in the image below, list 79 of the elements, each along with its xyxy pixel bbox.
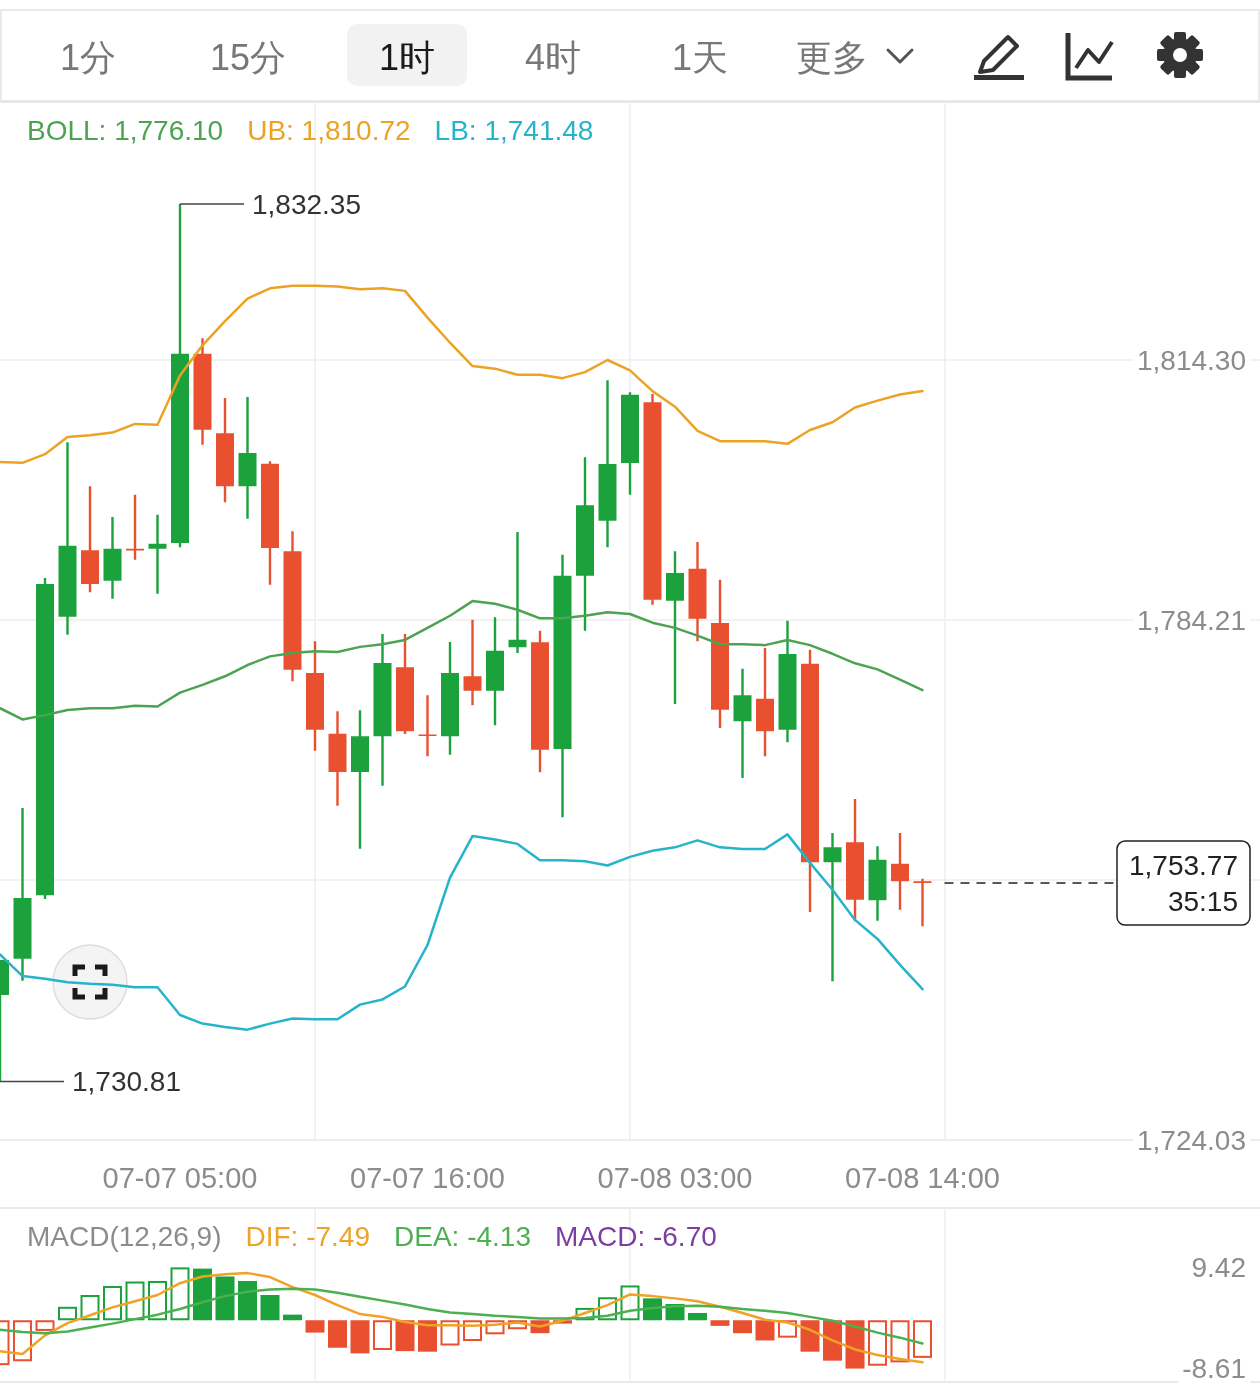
tab-label: 更多 [796, 36, 868, 78]
candlestick [778, 620, 797, 743]
bar [103, 1286, 122, 1321]
bar [485, 1320, 505, 1335]
bar [80, 1295, 100, 1321]
bar [868, 1320, 887, 1366]
bar [148, 1280, 167, 1321]
candlestick [508, 532, 527, 654]
annotation: 1,832.35 [252, 188, 361, 220]
bar [913, 1320, 932, 1358]
text: DEA: -4.13 [394, 1220, 531, 1252]
bar [755, 1320, 775, 1341]
line-series [0, 599, 924, 721]
bar [890, 1320, 910, 1363]
annotation: 1,730.81 [72, 1065, 181, 1097]
text: MACD: -6.70 [554, 1220, 717, 1252]
bar [688, 1312, 707, 1321]
line-series [0, 1287, 924, 1345]
y-tick-label: 9.42 [1191, 1251, 1246, 1283]
bar [238, 1280, 257, 1321]
bar [395, 1320, 415, 1352]
bar [260, 1295, 280, 1321]
bar [58, 1306, 77, 1321]
bar [508, 1320, 527, 1330]
x-tick-label: 07-08 14:00 [845, 1162, 1000, 1194]
bar [35, 1320, 55, 1331]
bar [350, 1320, 370, 1354]
bar [215, 1276, 235, 1321]
tab-label: 1分 [60, 36, 116, 78]
bar [328, 1320, 347, 1348]
bar [733, 1320, 752, 1334]
tab-label: 15分 [210, 36, 286, 78]
bar [125, 1281, 145, 1321]
candlestick [373, 634, 392, 786]
candlestick [328, 711, 347, 806]
candlestick [148, 514, 167, 594]
bar [463, 1320, 482, 1342]
line-series [0, 284, 924, 465]
legend: BOLL: 1,776.10 UB: 1,810.72 LB: 1,741.48 [27, 114, 594, 146]
bar [373, 1320, 392, 1351]
text: MACD(12,26,9) [27, 1220, 222, 1252]
y-tick-label: 1,724.03 [1137, 1124, 1246, 1156]
candlestick [868, 846, 887, 921]
candlestick [733, 668, 752, 779]
candlestick [913, 878, 932, 927]
tab-label: 4时 [525, 36, 581, 78]
bar [13, 1320, 32, 1362]
candlestick [418, 695, 437, 757]
candlestick [688, 541, 707, 642]
ref-line-label: 1,753.77 35:15 [1129, 849, 1238, 917]
bar [778, 1320, 797, 1338]
candlestick [463, 619, 482, 706]
bar [170, 1267, 190, 1321]
y-tick-label: 1,784.21 [1137, 604, 1246, 636]
tab-label: 1天 [672, 36, 728, 78]
x-tick-label: 07-08 03:00 [597, 1162, 753, 1194]
bar [418, 1320, 437, 1352]
bar [710, 1320, 730, 1326]
candlestick [823, 833, 842, 982]
candlestick [103, 517, 122, 599]
bar [800, 1320, 820, 1352]
candlestick [598, 380, 617, 548]
candlestick [238, 396, 257, 519]
bar [620, 1285, 640, 1321]
bar [553, 1320, 572, 1324]
x-tick-label: 07-07 16:00 [350, 1162, 505, 1194]
line-series [0, 833, 924, 1031]
y-tick-label: -8.61 [1182, 1353, 1246, 1385]
x-tick-label: 07-07 05:00 [102, 1162, 258, 1194]
bar [598, 1297, 617, 1321]
bar [305, 1320, 325, 1333]
line-series [0, 1271, 924, 1364]
bar [575, 1307, 595, 1321]
candlestick [58, 442, 77, 635]
candlestick [13, 808, 32, 981]
y-tick-label: 1,814.30 [1137, 344, 1246, 376]
bar [440, 1320, 460, 1346]
tab-selected: 1时 [347, 24, 467, 86]
text: DIF: -7.49 [245, 1220, 370, 1252]
